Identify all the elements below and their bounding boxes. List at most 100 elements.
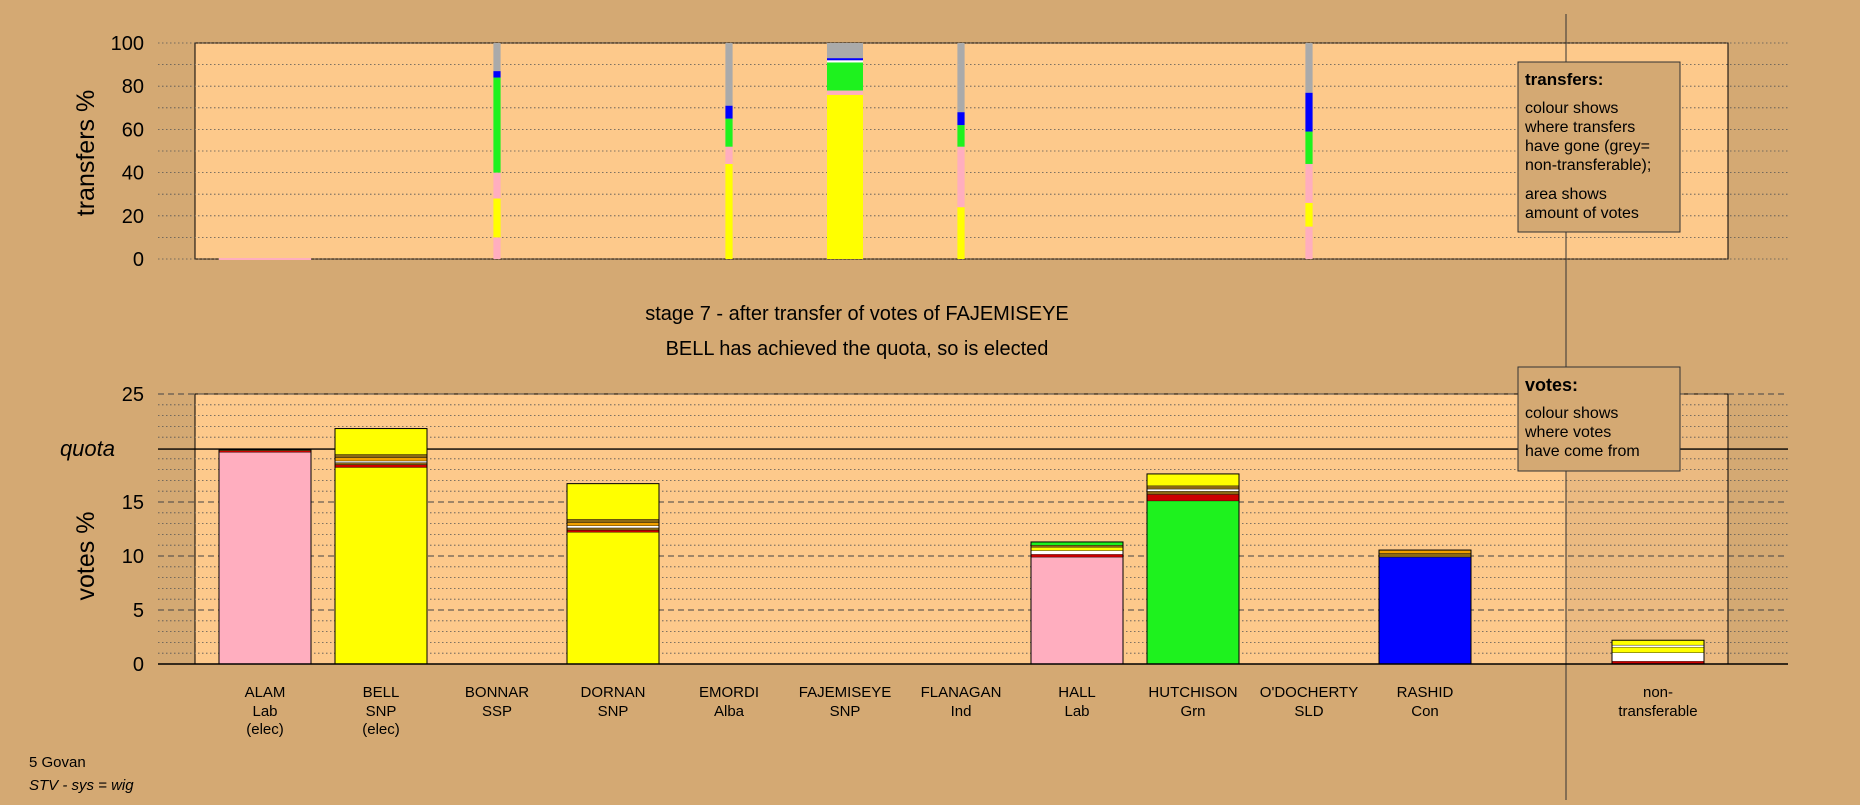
candidate-party-label: Ind (951, 703, 972, 720)
candidate-name-label: FLANAGAN (921, 684, 1002, 701)
vote-bar-segment (218, 450, 312, 453)
transfer-bar-segment (827, 60, 863, 63)
candidate-party-label: Grn (1180, 703, 1205, 720)
nt-category-label: non- (1643, 684, 1673, 701)
vote-bar-segment (1146, 494, 1240, 502)
transfer-bar-segment (1305, 163, 1313, 203)
vote-bar-segment (1030, 556, 1124, 665)
transfer-bar-segment (1305, 92, 1313, 132)
votes-legend-text: where votes (1524, 424, 1611, 441)
transfer-bar-segment (725, 163, 733, 259)
transfer-bar-segment (957, 112, 965, 126)
transfers-y-tick-label: 100 (111, 33, 144, 55)
candidate-party-label: Lab (1064, 703, 1089, 720)
vote-bar-segment (566, 519, 660, 523)
transfer-bar-segment (827, 94, 863, 259)
vote-bar-segment (566, 527, 660, 531)
transfer-bar-segment (493, 43, 501, 72)
vote-bar-segment (1378, 556, 1472, 665)
transfers-legend-text: non-transferable); (1525, 157, 1651, 174)
votes-legend-text: have come from (1525, 443, 1640, 460)
vote-bar-segment (334, 464, 428, 468)
candidate-party-label: SSP (482, 703, 512, 720)
transfers-legend-text: colour shows (1525, 100, 1618, 117)
transfers-legend-text: have gone (grey= (1525, 138, 1650, 155)
vote-bar-segment (334, 467, 428, 665)
transfer-bar-segment (725, 146, 733, 164)
stage-subtitle: BELL has achieved the quota, so is elect… (666, 338, 1049, 360)
stage-title: stage 7 - after transfer of votes of FAJ… (645, 303, 1069, 325)
vote-bar-segment (334, 460, 428, 463)
vote-bar-segment (1611, 652, 1705, 662)
transfer-bar-segment (1305, 43, 1313, 93)
votes-y-tick-label: 5 (133, 600, 144, 622)
transfers-y-tick-label: 80 (122, 76, 144, 98)
transfers-y-tick-label: 20 (122, 206, 144, 228)
candidate-elected-note: (elec) (246, 721, 284, 738)
transfer-bar-segment (957, 207, 965, 259)
candidate-name-label: BELL (363, 684, 400, 701)
vote-bar-segment (1146, 500, 1240, 665)
vote-bar-segment (334, 428, 428, 455)
candidate-elected-note: (elec) (362, 721, 400, 738)
transfers-y-tick-label: 0 (133, 249, 144, 271)
transfer-bar-segment (725, 43, 733, 106)
candidate-party-label: Con (1411, 703, 1439, 720)
transfers-legend-text: amount of votes (1525, 205, 1639, 222)
transfer-bar-segment (827, 90, 863, 95)
vote-bar-segment (334, 454, 428, 458)
vote-bar-segment (1146, 473, 1240, 486)
transfer-bar-segment (725, 118, 733, 147)
candidate-name-label: HALL (1058, 684, 1096, 701)
vote-bar-segment (1611, 644, 1705, 648)
vote-bar-segment (566, 529, 660, 533)
candidate-name-label: RASHID (1397, 684, 1454, 701)
vote-bar-segment (1378, 553, 1472, 558)
transfer-bar-segment (493, 237, 501, 259)
votes-y-tick-label: 10 (122, 546, 144, 568)
candidate-name-label: HUTCHISON (1148, 684, 1237, 701)
transfers-legend-text: where transfers (1524, 119, 1635, 136)
vote-bar-segment (334, 457, 428, 462)
transfer-bar-segment (957, 43, 965, 113)
transfer-bar-segment (493, 198, 501, 238)
candidate-party-label: Lab (252, 703, 277, 720)
transfer-bar-segment (827, 43, 863, 59)
transfer-bar-segment (725, 105, 733, 119)
votes-y-tick-label: 25 (122, 384, 144, 406)
candidate-name-label: BONNAR (465, 684, 529, 701)
candidate-name-label: ALAM (245, 684, 286, 701)
vote-bar-segment (1030, 554, 1124, 558)
transfer-bar-segment (493, 71, 501, 78)
quota-label: quota (60, 436, 115, 461)
transfers-y-axis-label: transfers % (72, 90, 100, 216)
transfer-bar-segment (1305, 226, 1313, 259)
vote-bar-segment (1611, 647, 1705, 653)
transfer-bar-segment (1305, 202, 1313, 227)
transfer-bar-segment (957, 125, 965, 147)
transfer-bar-segment (493, 172, 501, 199)
candidate-party-label: SLD (1294, 703, 1323, 720)
constituency-label: 5 Govan (29, 754, 86, 771)
vote-bar-segment (566, 522, 660, 526)
transfers-legend-title: transfers: (1525, 70, 1603, 89)
nt-category-label: transferable (1618, 703, 1697, 720)
vote-bar-segment (1030, 550, 1124, 555)
transfer-bar-segment (827, 58, 863, 61)
candidate-party-label: Alba (714, 703, 745, 720)
vote-bar-segment (1030, 547, 1124, 551)
transfers-legend-box (1517, 61, 1681, 233)
transfer-bar-segment (1305, 131, 1313, 164)
votes-y-axis-label: votes % (72, 512, 100, 601)
vote-bar-segment (1611, 640, 1705, 646)
candidate-party-label: SNP (830, 703, 861, 720)
candidate-party-label: SNP (366, 703, 397, 720)
vote-bar-segment (1146, 488, 1240, 492)
transfer-bar-segment (493, 77, 501, 173)
candidate-name-label: FAJEMISEYE (799, 684, 892, 701)
votes-legend-title: votes: (1525, 375, 1578, 395)
vote-bar-segment (566, 525, 660, 529)
vote-bar-segment (566, 532, 660, 665)
votes-legend-text: colour shows (1525, 405, 1618, 422)
